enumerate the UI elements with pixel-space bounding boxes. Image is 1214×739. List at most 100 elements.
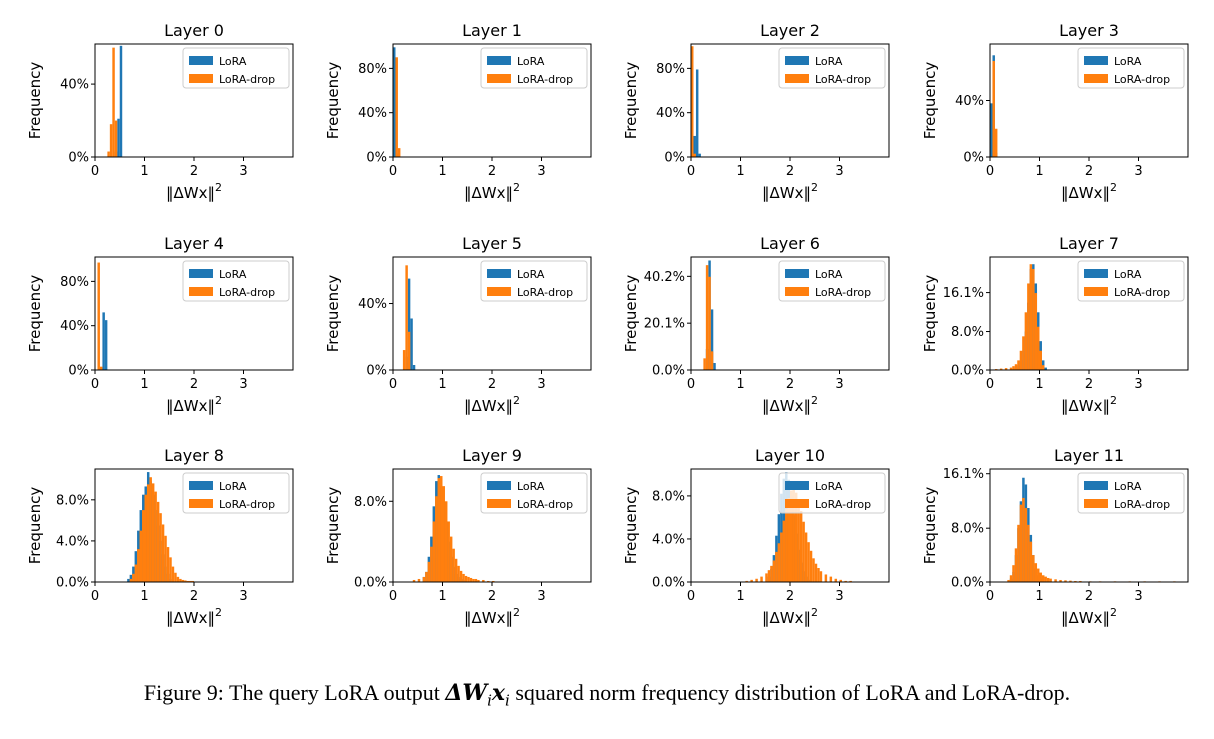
x-tick-label: 3 <box>1134 377 1142 392</box>
x-tick-label: 2 <box>488 377 496 392</box>
x-tick-label: 2 <box>190 589 198 604</box>
x-axis-label: ‖ΔWx‖2 <box>464 606 520 627</box>
bar-lora <box>102 312 105 370</box>
subplot-5: 0 1 2 30%40%Layer 5Frequency‖ΔWx‖2LoRALoRA-… <box>324 234 592 415</box>
x-tick-label: 3 <box>239 164 247 179</box>
x-tick-label: 2 <box>786 164 794 179</box>
bar-lora-drop <box>1039 572 1042 582</box>
x-axis-label-main: ‖ΔWx‖ <box>166 397 215 415</box>
bar-lora-drop <box>425 571 428 582</box>
legend-swatch-lora <box>487 269 511 278</box>
x-tick-label: 3 <box>537 589 545 604</box>
bar-lora-drop <box>432 521 436 582</box>
bar-lora-drop <box>186 580 190 582</box>
bar-lora-drop <box>132 573 135 582</box>
legend-swatch-lora <box>487 481 511 490</box>
x-axis-label-sup: 2 <box>513 181 520 194</box>
bar-lora-drop <box>787 498 790 582</box>
x-tick-label: 3 <box>537 164 545 179</box>
legend-label-lora-drop: LoRA-drop <box>1114 498 1170 511</box>
x-axis-label: ‖ΔWx‖2 <box>1061 606 1117 627</box>
bar-lora-drop <box>437 478 441 582</box>
bar-lora-drop <box>691 46 694 157</box>
x-axis-label: ‖ΔWx‖2 <box>762 181 818 202</box>
bar-lora-drop <box>1069 580 1072 582</box>
bar-lora-drop <box>1074 580 1077 582</box>
y-axis-label: Frequency <box>26 487 44 565</box>
bar-lora-drop <box>139 530 143 582</box>
bar-lora-drop <box>1017 360 1020 370</box>
bar-lora-drop <box>785 508 788 582</box>
y-axis-label: Frequency <box>622 62 640 140</box>
y-tick-label: 0% <box>963 151 984 166</box>
subplot-title: Layer 0 <box>164 21 224 40</box>
x-tick-label: 2 <box>1085 164 1093 179</box>
x-tick-label: 0 <box>389 377 397 392</box>
bar-lora-drop <box>142 510 145 582</box>
legend-swatch-lora-drop <box>1084 74 1108 83</box>
x-axis-label: ‖ΔWx‖2 <box>1061 394 1117 415</box>
legend-swatch-lora-drop <box>189 499 213 508</box>
bar-lora <box>412 365 416 370</box>
bar-lora-drop <box>114 120 118 157</box>
bar-lora <box>129 574 133 582</box>
x-tick-label: 2 <box>488 589 496 604</box>
legend-label-lora: LoRA <box>517 268 545 281</box>
x-tick-label: 0 <box>91 377 99 392</box>
bar-lora-drop <box>161 524 165 582</box>
subplot-title: Layer 7 <box>1059 234 1119 253</box>
bar-lora-drop <box>1037 568 1040 582</box>
x-axis-label-main: ‖ΔWx‖ <box>464 184 513 202</box>
x-tick-label: 1 <box>736 164 744 179</box>
x-axis-label-main: ‖ΔWx‖ <box>762 184 811 202</box>
y-tick-label: 16.1% <box>943 467 984 482</box>
legend-swatch-lora-drop <box>785 499 809 508</box>
bar-lora-drop <box>777 543 781 582</box>
legend-swatch-lora <box>1084 481 1108 490</box>
figure-grid: 0 1 2 30%40%Layer 0Frequency‖ΔWx‖2LoRALoRA-… <box>26 21 1189 627</box>
legend-label-lora: LoRA <box>517 55 545 68</box>
bar-lora-drop <box>1049 578 1052 582</box>
bar-lora-drop <box>454 558 458 582</box>
y-axis-label: Frequency <box>324 487 342 565</box>
bar-lora <box>698 153 701 157</box>
bar-lora <box>710 309 714 370</box>
x-tick-label: 0 <box>687 164 695 179</box>
y-tick-label: 40% <box>955 94 984 109</box>
bar-lora-drop <box>703 358 706 370</box>
x-tick-label: 0 <box>91 164 99 179</box>
bar-lora-drop <box>772 560 776 582</box>
x-axis-label: ‖ΔWx‖2 <box>464 394 520 415</box>
y-tick-label: 8.0% <box>56 493 89 508</box>
bar-lora-drop <box>755 578 758 582</box>
y-tick-label: 0.0% <box>652 364 685 379</box>
bar-lora-drop <box>487 580 490 582</box>
y-tick-label: 80% <box>656 62 685 77</box>
legend-swatch-lora-drop <box>487 499 511 508</box>
bar-lora-drop <box>156 501 160 582</box>
legend-label-lora-drop: LoRA-drop <box>517 498 573 511</box>
bar-lora-drop <box>492 580 495 582</box>
x-axis-label-sup: 2 <box>1110 606 1117 619</box>
x-tick-label: 1 <box>140 589 148 604</box>
legend-label-lora: LoRA <box>517 480 545 493</box>
legend-label-lora: LoRA <box>219 55 247 68</box>
legend-label-lora-drop: LoRA-drop <box>815 286 871 299</box>
bar-lora <box>393 47 396 157</box>
bar-lora-drop <box>839 579 842 582</box>
bar-lora-drop <box>1041 575 1045 582</box>
bar-lora-drop <box>1014 364 1018 370</box>
bar-lora-drop <box>807 542 810 582</box>
legend-swatch-lora <box>785 56 809 65</box>
x-axis-label-main: ‖ΔWx‖ <box>464 397 513 415</box>
bar-lora-drop <box>1019 350 1023 370</box>
bar-lora-drop <box>151 483 155 582</box>
x-tick-label: 3 <box>537 377 545 392</box>
bar-lora-drop <box>1059 579 1062 582</box>
bar-lora-drop <box>1037 326 1040 370</box>
subplot-6: 0 1 2 30.0%20.1%40.2%Layer 6Frequency‖ΔWx‖2… <box>622 234 890 415</box>
subplot-title: Layer 4 <box>164 234 224 253</box>
bar-lora-drop <box>992 60 995 158</box>
x-tick-label: 2 <box>786 589 794 604</box>
bar-lora-drop <box>395 57 398 157</box>
